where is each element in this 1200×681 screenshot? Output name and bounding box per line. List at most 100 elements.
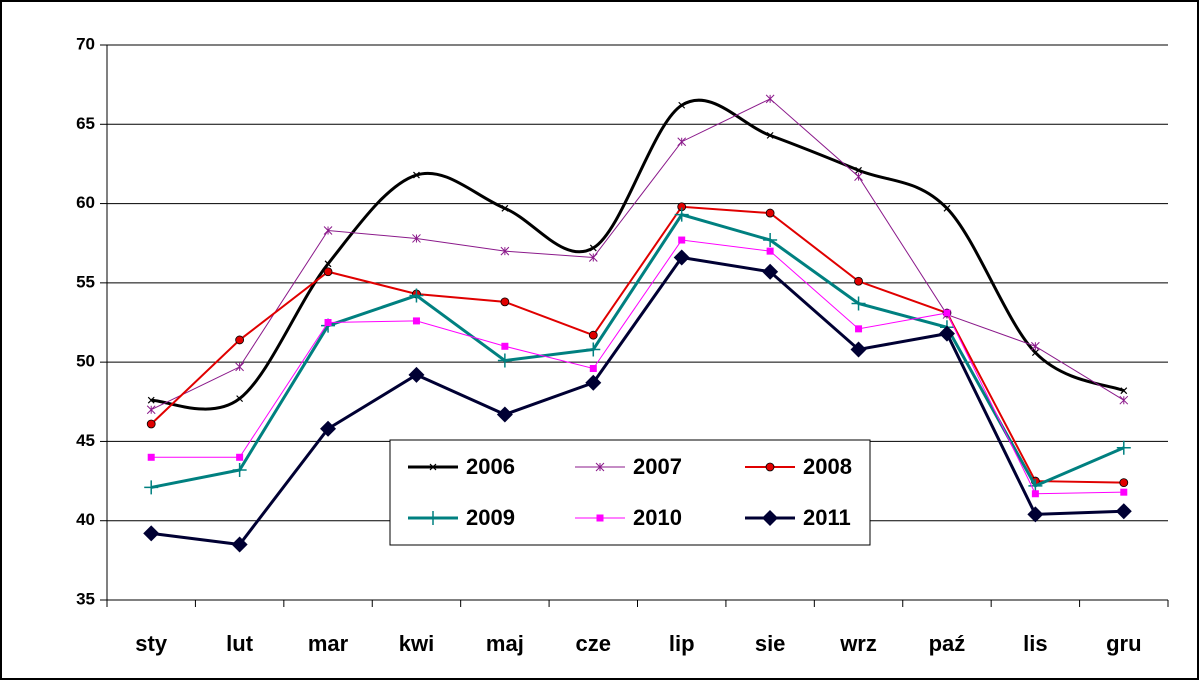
y-tick-label: 50 xyxy=(76,352,95,371)
line-point xyxy=(324,260,332,268)
line-point xyxy=(409,288,424,303)
line xyxy=(150,212,1125,489)
line-point xyxy=(673,249,690,266)
legend-label: 2006 xyxy=(466,454,515,479)
line-point xyxy=(855,166,862,174)
line-point xyxy=(1116,440,1131,455)
legend-marker xyxy=(429,463,437,471)
line-point xyxy=(585,374,602,391)
line-point xyxy=(320,420,337,437)
line-point xyxy=(231,536,248,553)
line-point xyxy=(232,462,247,477)
line-point xyxy=(1027,506,1044,523)
legend-marker xyxy=(762,510,778,526)
line-point xyxy=(500,246,510,256)
line-point xyxy=(412,317,420,325)
legend-marker xyxy=(765,462,775,472)
x-tick-label: mar xyxy=(308,631,349,656)
line xyxy=(150,205,1124,484)
line xyxy=(151,255,1124,547)
legend-marker xyxy=(596,514,604,522)
line-point xyxy=(500,297,510,307)
line-point xyxy=(1115,503,1132,520)
line-point xyxy=(146,419,156,429)
y-tick-label: 70 xyxy=(76,34,95,53)
x-tick-label: sie xyxy=(755,631,786,656)
line-point xyxy=(1031,341,1040,351)
line-point xyxy=(943,309,951,317)
legend-label: 2007 xyxy=(633,454,682,479)
line-point xyxy=(412,234,421,243)
line-point xyxy=(765,208,775,218)
line-point xyxy=(854,172,863,181)
legend-marker xyxy=(426,511,440,525)
legend-marker xyxy=(765,462,775,472)
series xyxy=(147,236,1128,498)
line-point xyxy=(146,405,156,415)
line-point xyxy=(678,101,686,109)
line-point xyxy=(324,319,332,326)
line-point xyxy=(763,233,778,248)
line-point xyxy=(765,94,775,104)
legend-label: 2009 xyxy=(466,505,515,530)
line-point xyxy=(143,525,160,542)
line-point xyxy=(1119,395,1129,405)
line-point xyxy=(323,226,333,235)
legend-marker xyxy=(595,462,605,472)
line-point xyxy=(1119,478,1129,488)
legend-marker xyxy=(595,462,605,472)
series xyxy=(143,249,1132,553)
line-point xyxy=(678,236,686,244)
x-tick-label: lis xyxy=(1023,631,1047,656)
line-point xyxy=(1120,387,1128,395)
line-point xyxy=(851,296,866,311)
line-point xyxy=(501,204,509,212)
line-point xyxy=(144,480,159,495)
x-tick-label: kwi xyxy=(399,631,434,656)
line-point xyxy=(850,341,867,358)
x-tick-label: gru xyxy=(1106,631,1141,656)
line-point xyxy=(586,342,601,357)
line-point xyxy=(323,267,333,277)
line-point xyxy=(674,207,689,222)
x-tick-label: paź xyxy=(929,631,966,656)
line-point xyxy=(147,396,155,404)
x-tick-label: maj xyxy=(486,631,524,656)
y-tick-label: 35 xyxy=(76,589,95,608)
line-point xyxy=(588,253,598,262)
line-point xyxy=(943,204,951,212)
legend-marker xyxy=(429,463,437,471)
line-point xyxy=(1120,488,1128,496)
line-point xyxy=(235,362,244,372)
line xyxy=(151,239,1124,495)
line-point xyxy=(236,395,244,403)
line-point xyxy=(236,453,244,461)
legend-label: 2011 xyxy=(803,505,851,530)
line-point xyxy=(589,364,597,372)
legend-marker xyxy=(596,514,604,522)
legend-label: 2010 xyxy=(633,505,682,530)
y-tick-label: 40 xyxy=(76,510,95,529)
line-point xyxy=(589,244,597,252)
legend: 2006 2007 2008 2009 2010 2011 xyxy=(389,439,871,546)
line-point xyxy=(408,366,425,383)
x-tick-label: wrz xyxy=(839,631,877,656)
line-point xyxy=(855,325,863,333)
x-tick-label: lip xyxy=(669,631,695,656)
line-point xyxy=(1031,490,1039,498)
legend-marker xyxy=(762,510,778,526)
line-point xyxy=(147,453,155,461)
x-tick-label: lut xyxy=(226,631,254,656)
x-tick-label: cze xyxy=(576,631,611,656)
line-point xyxy=(1031,349,1039,357)
line-point xyxy=(235,335,245,345)
line-point xyxy=(501,342,509,350)
line-point xyxy=(762,263,779,280)
line-point xyxy=(766,247,774,255)
line xyxy=(150,98,1125,411)
y-tick-label: 65 xyxy=(76,114,95,133)
line-point xyxy=(497,353,512,368)
legend-label: 2008 xyxy=(803,454,852,479)
line-point xyxy=(588,330,598,340)
